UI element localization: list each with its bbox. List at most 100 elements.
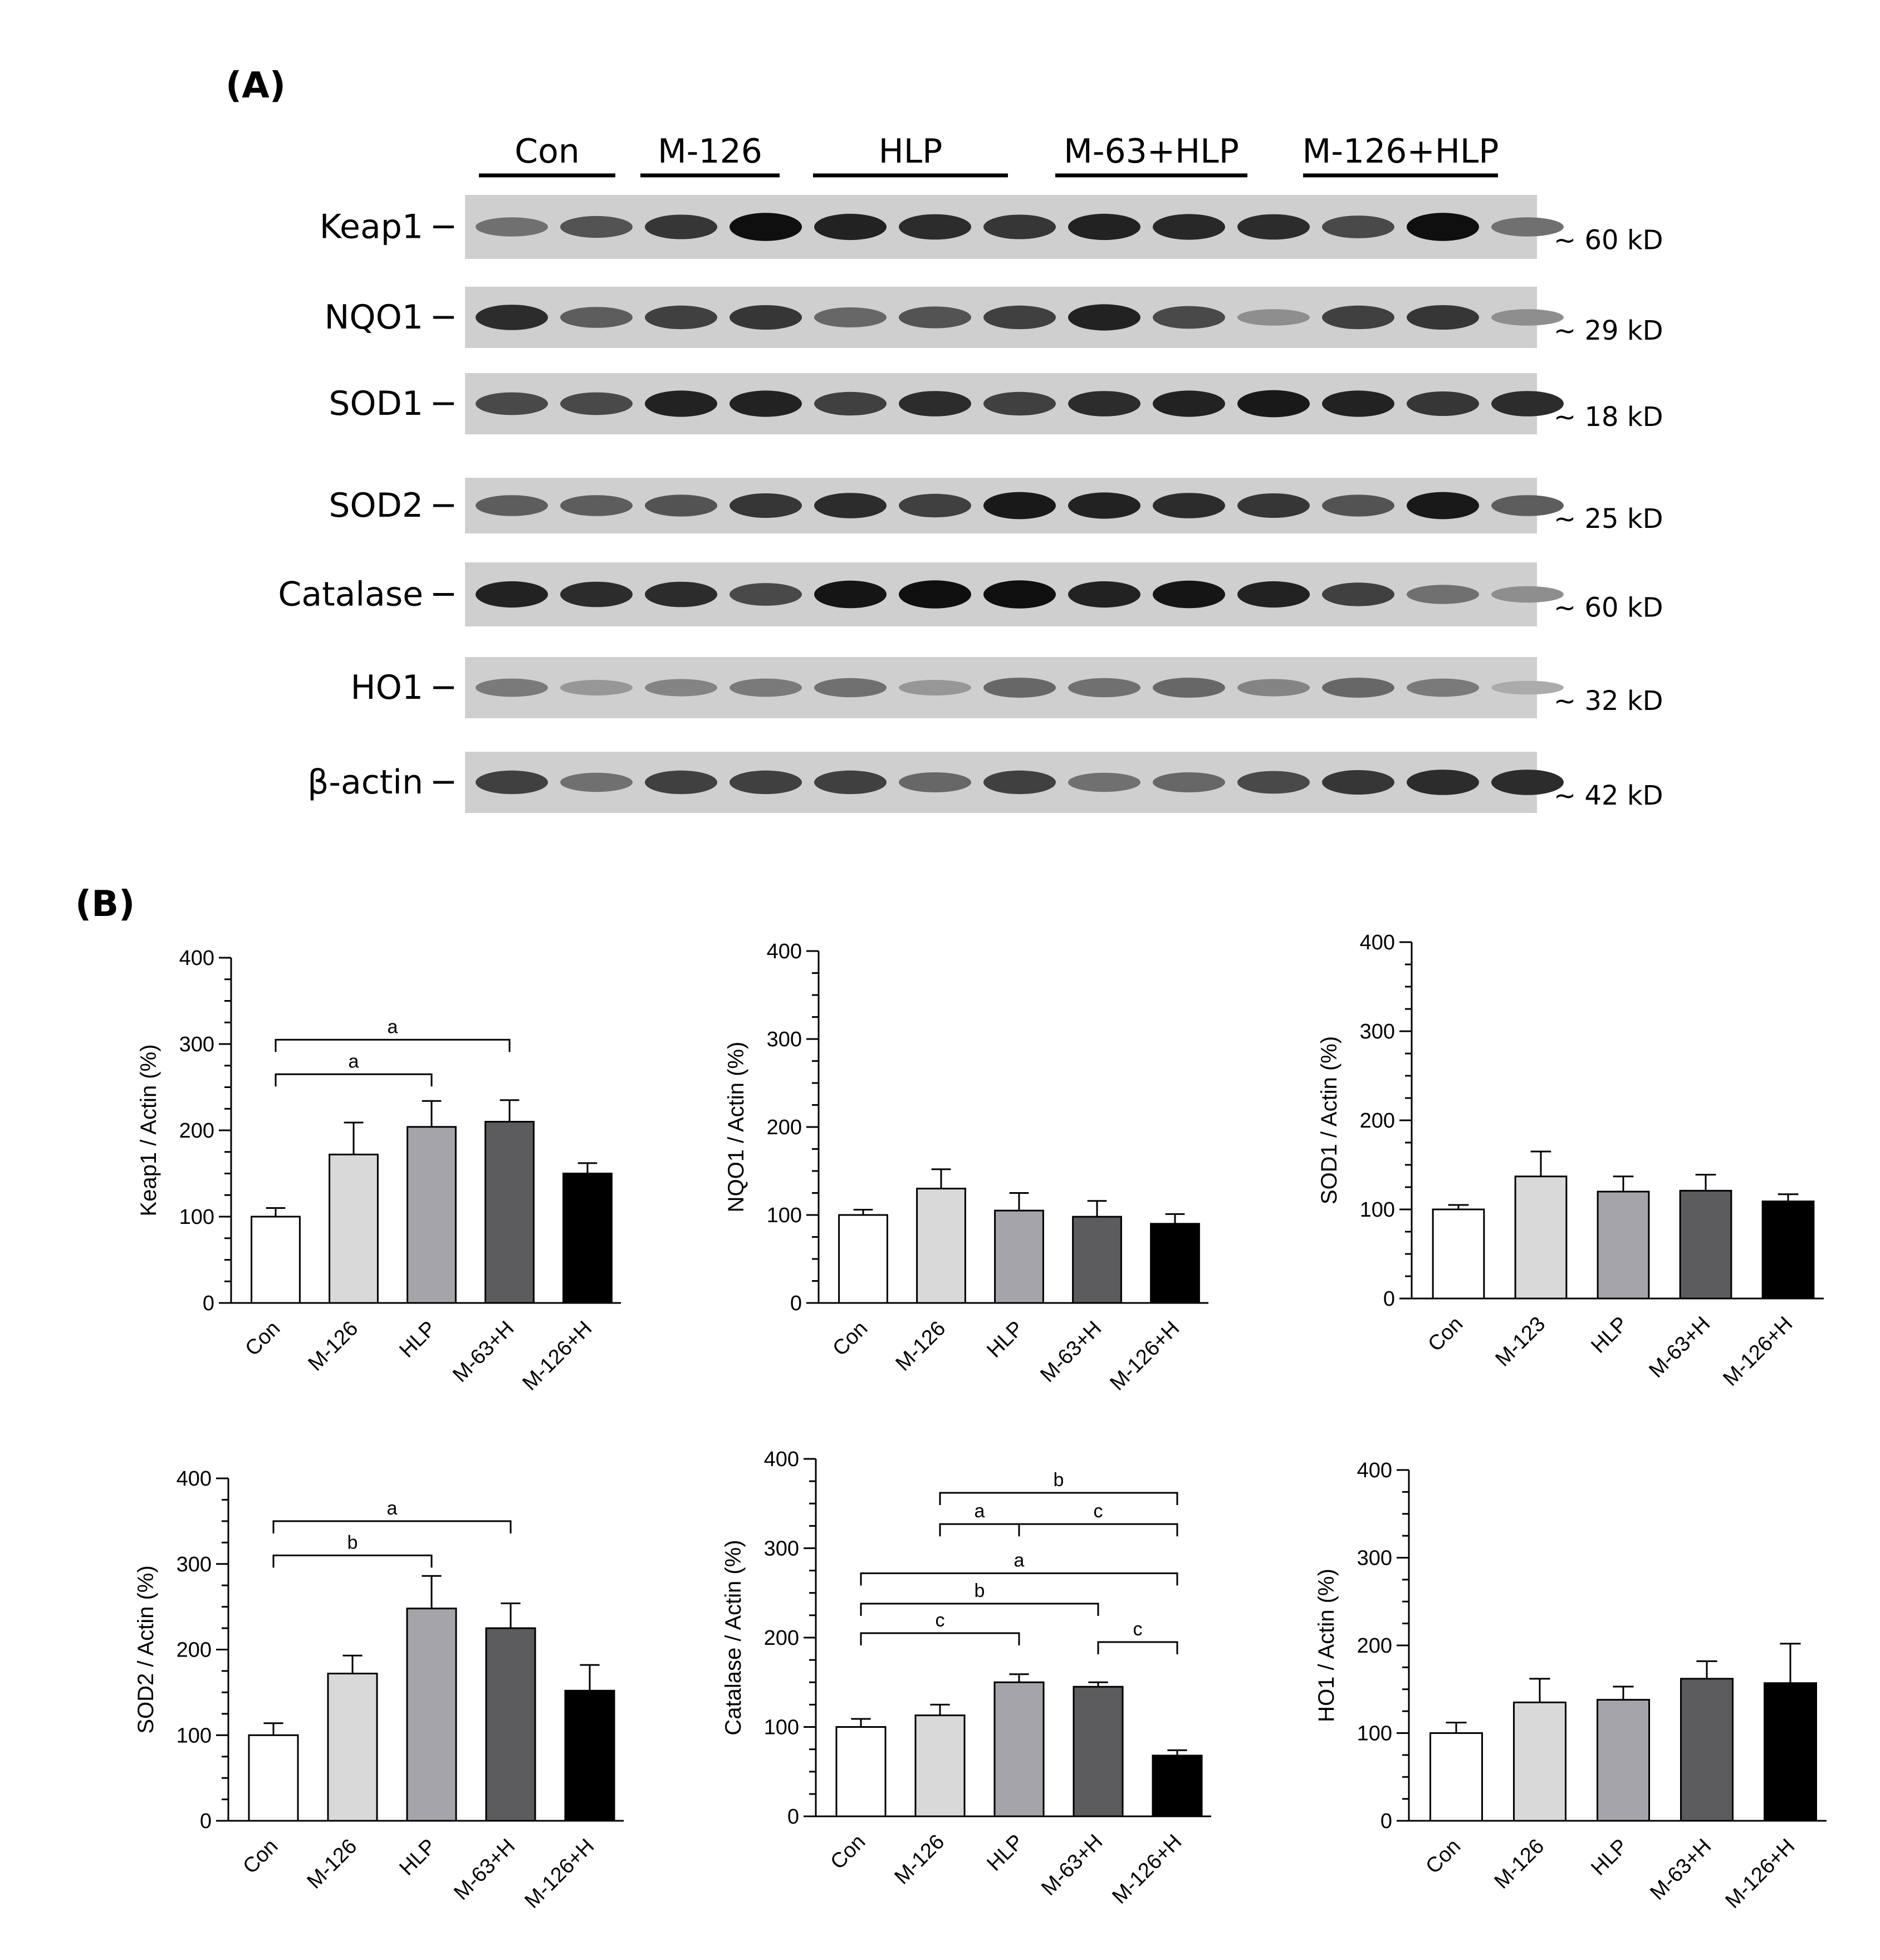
blot-band [899,214,971,240]
significance-bracket [1097,1641,1178,1655]
blot-band [1153,493,1225,518]
bar [993,1681,1045,1817]
bar-chart: 0 100 200 300 400 NQO1 / Actin (%) Con M-126 HLP… [724,940,1208,1395]
y-tick-label: 0 [200,1810,212,1833]
significance-bracket [860,1632,1020,1645]
blot-band [983,580,1056,609]
bar [1597,1190,1650,1300]
significance-label: b [975,1580,985,1601]
blot-band [1407,492,1479,520]
bar [1764,1682,1817,1822]
bar [248,1734,299,1822]
blot-protein-label: SOD1 [329,384,423,423]
significance-bracket [939,1492,1178,1505]
blot-band [560,772,633,792]
x-tick-label: M-123 [1491,1312,1550,1371]
blot-band [1491,309,1564,326]
blot-band [1322,494,1394,517]
y-axis-label: HO1 / Actin (%) [1314,1569,1339,1722]
bar [407,1126,457,1304]
y-tick-label: 300 [1360,1020,1395,1043]
y-tick-label: 100 [179,1206,214,1229]
blot-band [899,306,971,329]
blot-band [1153,678,1225,698]
blot-band [814,391,887,416]
y-tick-label: 300 [1357,1547,1392,1570]
blot-band [814,307,887,327]
blot-band [1153,306,1225,329]
bar [562,1173,613,1304]
blot-band [476,581,548,608]
blot-band [730,213,802,241]
blot-band [1491,680,1564,695]
blot-band [730,770,802,795]
significance-bracket [275,1073,433,1087]
significance-bracket [939,1523,1020,1537]
blot-protein-label: NQO1 [324,298,423,337]
y-tick-label: 100 [764,1716,799,1739]
significance-label: a [349,1051,359,1072]
y-tick-label: 100 [1357,1722,1392,1746]
bar [994,1209,1044,1304]
blot-band [983,492,1056,520]
bar [914,1714,966,1817]
bar [838,1214,888,1304]
blot-protein-label: Keap1 [320,208,423,247]
panel-a-label: (A) [226,65,286,106]
bar [1679,1189,1732,1300]
bar-charts-panel: 0 100 200 300 400 Keap1 / Actin (%) Con M-126 HL… [134,931,1827,1913]
x-tick-label: M-126+H [520,1835,599,1913]
blot-band [1322,678,1394,698]
x-tick-label: M-63+H [449,1835,520,1905]
blot-band [1491,495,1564,516]
y-tick-label: 100 [1360,1198,1395,1222]
molecular-weight-label: ~ 32 kD [1554,685,1663,717]
x-tick-label: Con [238,1835,282,1879]
x-tick-label: M-126+H [1721,1835,1799,1913]
y-axis-label: NQO1 / Actin (%) [724,1042,748,1213]
x-tick-label: HLP [1587,1312,1632,1358]
x-tick-label: M-126 [891,1317,950,1376]
blot-band [1237,493,1310,518]
y-tick-label: 300 [767,1028,802,1051]
significance-label: a [387,1498,398,1519]
x-tick-label: Con [1423,1312,1467,1356]
x-tick-label: M-126+H [1108,1830,1186,1909]
blot-band [1407,305,1479,330]
molecular-weight-label: ~ 60 kD [1554,225,1663,256]
molecular-weight-label: ~ 18 kD [1554,401,1663,433]
x-tick-label: HLP [982,1830,1028,1876]
significance-bracket [860,1603,1099,1616]
x-tick-label: HLP [1587,1835,1632,1880]
blot-band [730,678,802,697]
blot-band [730,305,802,330]
blot-band [560,581,633,607]
panel-b-label: (B) [75,884,135,925]
x-tick-label: HLP [395,1835,440,1880]
blot-band [560,215,633,238]
y-axis-label: SOD2 / Actin (%) [134,1565,158,1733]
x-tick-label: HLP [395,1317,440,1363]
blot-band [1407,213,1479,241]
significance-label: c [936,1610,945,1631]
y-tick-label: 0 [790,1292,802,1315]
blot-protein-label: Catalase [278,575,423,614]
blot-band [476,217,548,237]
blot-band [814,580,887,609]
blot-band [730,583,802,606]
blot-band [1237,309,1310,326]
significance-label: a [388,1016,398,1037]
significance-bracket [1018,1523,1178,1537]
y-tick-label: 100 [767,1204,802,1227]
blot-band [476,678,548,697]
blot-band [560,495,633,516]
blot-band [899,391,971,416]
x-tick-label: M-126 [303,1317,363,1376]
blot-band [814,770,887,795]
y-tick-label: 200 [177,1639,212,1662]
significance-bracket [272,1554,433,1568]
blot-band [983,391,1056,416]
blot-band [730,390,802,417]
group-label: M-126 [658,132,762,171]
significance-label: b [347,1532,358,1553]
